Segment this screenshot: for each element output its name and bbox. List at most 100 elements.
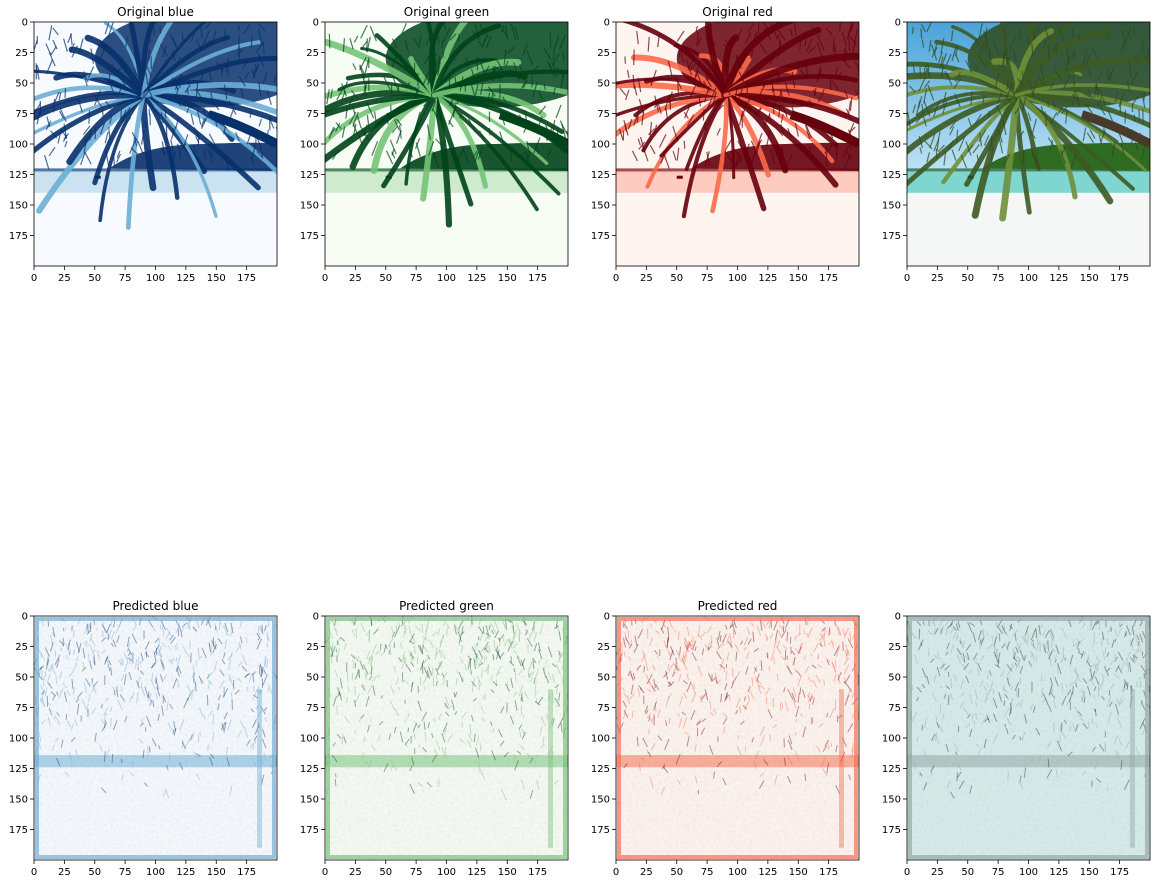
x-tick-label: 150 bbox=[207, 273, 226, 284]
y-tick-label: 100 bbox=[9, 734, 28, 745]
y-tick-label: 125 bbox=[300, 170, 319, 181]
x-tick-label: 125 bbox=[1049, 273, 1068, 284]
y-tick-label: 75 bbox=[15, 109, 28, 120]
x-tick-label: 50 bbox=[670, 867, 683, 878]
x-tick-label: 75 bbox=[119, 273, 132, 284]
x-tick-label: 125 bbox=[467, 273, 486, 284]
y-tick-label: 100 bbox=[300, 140, 319, 151]
y-tick-label: 25 bbox=[306, 642, 319, 653]
y-tick-label: 100 bbox=[300, 734, 319, 745]
x-tick-label: 150 bbox=[789, 273, 808, 284]
panel-image bbox=[325, 22, 568, 266]
y-tick-label: 25 bbox=[597, 48, 610, 59]
y-tick-label: 150 bbox=[9, 795, 28, 806]
y-tick-label: 50 bbox=[597, 673, 610, 684]
y-tick-label: 50 bbox=[15, 673, 28, 684]
x-tick-label: 50 bbox=[88, 273, 101, 284]
panel-title: Original blue bbox=[117, 5, 194, 19]
y-tick-label: 75 bbox=[306, 109, 319, 120]
panel-image bbox=[34, 22, 277, 266]
x-tick-label: 50 bbox=[670, 273, 683, 284]
x-tick-label: 75 bbox=[701, 273, 714, 284]
y-tick-label: 150 bbox=[300, 795, 319, 806]
y-tick-label: 125 bbox=[9, 764, 28, 775]
x-tick-label: 125 bbox=[758, 867, 777, 878]
x-tick-label: 150 bbox=[1080, 273, 1099, 284]
x-tick-label: 125 bbox=[176, 273, 195, 284]
x-tick-label: 175 bbox=[819, 273, 838, 284]
x-tick-label: 125 bbox=[1049, 867, 1068, 878]
y-tick-label: 100 bbox=[591, 734, 610, 745]
panel-image bbox=[907, 616, 1150, 860]
x-tick-label: 25 bbox=[640, 273, 653, 284]
x-tick-label: 25 bbox=[58, 867, 71, 878]
x-tick-label: 0 bbox=[613, 867, 619, 878]
x-tick-label: 50 bbox=[379, 867, 392, 878]
x-tick-label: 50 bbox=[961, 273, 974, 284]
y-tick-label: 0 bbox=[22, 612, 28, 623]
x-tick-label: 100 bbox=[146, 273, 165, 284]
x-tick-label: 75 bbox=[992, 867, 1005, 878]
panel-image bbox=[34, 616, 277, 860]
panel-image bbox=[616, 22, 859, 266]
x-tick-label: 75 bbox=[410, 273, 423, 284]
panel-title: Original red bbox=[702, 5, 772, 19]
panel-image bbox=[907, 22, 1150, 266]
x-tick-label: 175 bbox=[237, 273, 256, 284]
x-tick-label: 25 bbox=[349, 867, 362, 878]
y-tick-label: 125 bbox=[882, 170, 901, 181]
x-tick-label: 175 bbox=[1110, 867, 1129, 878]
x-tick-label: 50 bbox=[88, 867, 101, 878]
y-tick-label: 50 bbox=[306, 79, 319, 90]
y-tick-label: 0 bbox=[313, 18, 319, 29]
x-tick-label: 75 bbox=[701, 867, 714, 878]
panel-pred-green: Predicted green 0 0 25 25 50 50 75 75 100 100 125 12… bbox=[300, 599, 569, 878]
y-tick-label: 0 bbox=[895, 18, 901, 29]
x-tick-label: 175 bbox=[237, 867, 256, 878]
x-tick-label: 0 bbox=[31, 867, 37, 878]
x-tick-label: 0 bbox=[904, 867, 910, 878]
x-tick-label: 50 bbox=[961, 867, 974, 878]
y-tick-label: 175 bbox=[882, 231, 901, 242]
y-tick-label: 50 bbox=[15, 79, 28, 90]
y-tick-label: 75 bbox=[306, 703, 319, 714]
x-tick-label: 0 bbox=[613, 273, 619, 284]
x-tick-label: 150 bbox=[498, 273, 517, 284]
y-tick-label: 125 bbox=[300, 764, 319, 775]
x-tick-label: 100 bbox=[1019, 273, 1038, 284]
x-tick-label: 0 bbox=[322, 273, 328, 284]
y-tick-label: 50 bbox=[597, 79, 610, 90]
y-tick-label: 100 bbox=[591, 140, 610, 151]
y-tick-label: 0 bbox=[895, 612, 901, 623]
panel-title: Predicted red bbox=[698, 599, 778, 613]
x-tick-label: 125 bbox=[176, 867, 195, 878]
y-tick-label: 175 bbox=[300, 231, 319, 242]
x-tick-label: 150 bbox=[789, 867, 808, 878]
panel-pred-blue: Predicted blue 0 0 25 25 50 50 75 75 100 100 125 125… bbox=[9, 599, 278, 878]
y-tick-label: 175 bbox=[591, 825, 610, 836]
panel-title: Original green bbox=[404, 5, 489, 19]
y-tick-label: 175 bbox=[9, 825, 28, 836]
x-tick-label: 100 bbox=[728, 867, 747, 878]
x-tick-label: 0 bbox=[904, 273, 910, 284]
x-tick-label: 25 bbox=[931, 867, 944, 878]
y-tick-label: 75 bbox=[597, 703, 610, 714]
y-tick-label: 0 bbox=[22, 18, 28, 29]
y-tick-label: 75 bbox=[888, 109, 901, 120]
y-tick-label: 25 bbox=[15, 642, 28, 653]
y-tick-label: 100 bbox=[9, 140, 28, 151]
y-tick-label: 25 bbox=[306, 48, 319, 59]
y-tick-label: 150 bbox=[882, 795, 901, 806]
y-tick-label: 25 bbox=[597, 642, 610, 653]
x-tick-label: 50 bbox=[379, 273, 392, 284]
x-tick-label: 175 bbox=[1110, 273, 1129, 284]
panel-image bbox=[616, 616, 859, 860]
x-tick-label: 25 bbox=[349, 273, 362, 284]
y-tick-label: 25 bbox=[888, 48, 901, 59]
y-tick-label: 125 bbox=[882, 764, 901, 775]
x-tick-label: 100 bbox=[437, 867, 456, 878]
panel-orig-blue: Original blue 0 0 25 25 50 50 75 75 100 100 125 125 1… bbox=[9, 5, 278, 284]
y-tick-label: 25 bbox=[15, 48, 28, 59]
x-tick-label: 100 bbox=[728, 273, 747, 284]
y-tick-label: 50 bbox=[888, 79, 901, 90]
